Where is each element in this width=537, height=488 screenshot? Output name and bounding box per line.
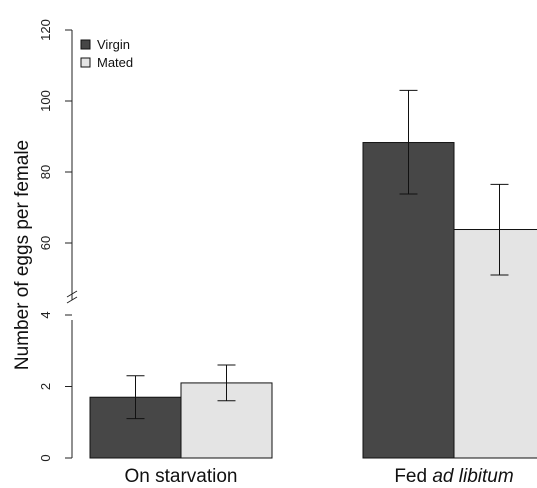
category-label-fed: Fed ad libitum bbox=[394, 466, 513, 487]
legend-label-mated: Mated bbox=[97, 55, 133, 70]
bars bbox=[89, 142, 537, 459]
y-tick-label: 2 bbox=[38, 383, 53, 390]
legend-swatch-virgin bbox=[80, 39, 91, 50]
legend: Virgin Mated bbox=[80, 37, 133, 70]
legend-swatch-mated bbox=[80, 57, 91, 68]
y-tick-label: 120 bbox=[38, 19, 53, 41]
error-bars bbox=[126, 89, 509, 420]
legend-label-virgin: Virgin bbox=[97, 37, 130, 52]
y-tick-label: 60 bbox=[38, 236, 53, 250]
y-tick-label: 4 bbox=[38, 311, 53, 318]
category-label-text: On starvation bbox=[125, 466, 238, 487]
y-tick-label: 100 bbox=[38, 90, 53, 112]
y-axis: 0 2 4 60 80 100 120 bbox=[38, 19, 78, 462]
category-labels: On starvation Fed ad libitum bbox=[125, 466, 514, 487]
y-tick-label: 80 bbox=[38, 165, 53, 179]
category-label-italic: ad libitum bbox=[432, 466, 513, 487]
bar-virgin bbox=[362, 142, 455, 459]
axis-break-mark bbox=[66, 296, 78, 304]
bar-mated bbox=[453, 229, 537, 459]
axis-break-mark bbox=[66, 290, 78, 298]
y-tick-label: 0 bbox=[38, 454, 53, 461]
category-label-text: Fed bbox=[394, 466, 432, 487]
category-label-starvation: On starvation bbox=[125, 466, 238, 487]
y-axis-title: Number of eggs per female bbox=[12, 140, 33, 370]
